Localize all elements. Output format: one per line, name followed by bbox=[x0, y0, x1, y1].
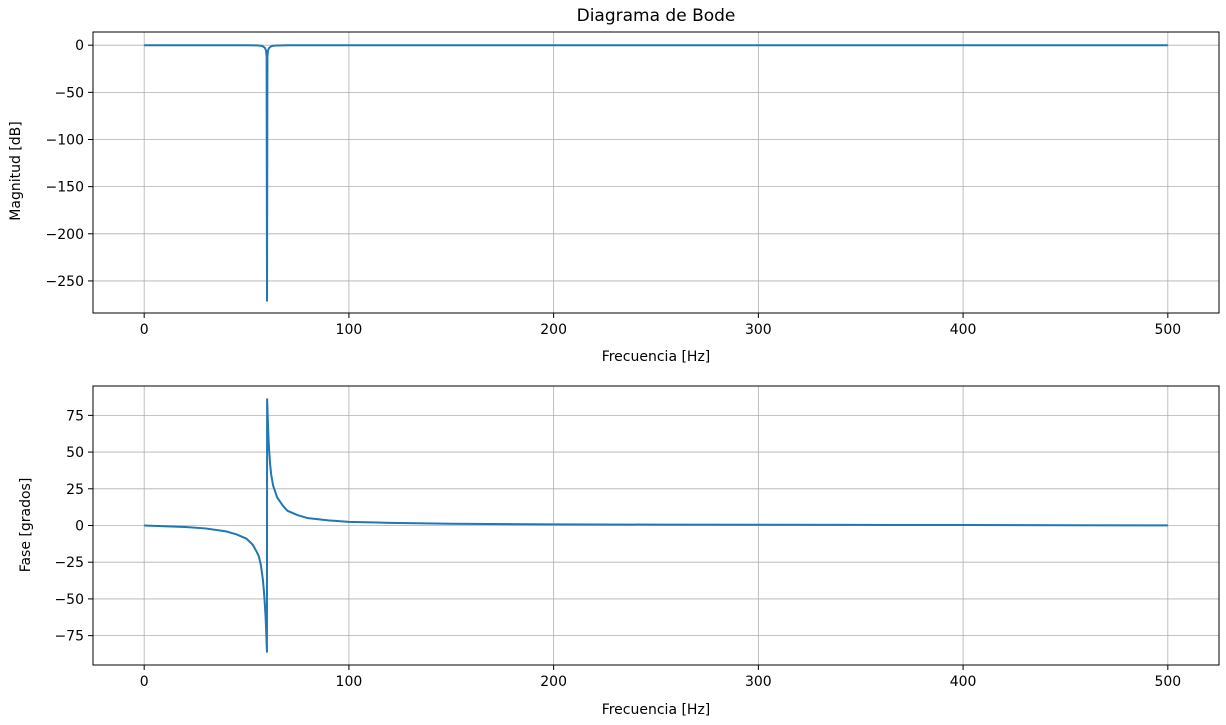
phase-x-tick-label: 500 bbox=[1154, 674, 1181, 690]
magnitude-y-tick-label: −150 bbox=[46, 180, 84, 196]
phase-x-tick-label: 400 bbox=[950, 674, 977, 690]
magnitude-x-tick-label: 400 bbox=[950, 322, 977, 338]
magnitude-x-axis-label: Frecuencia [Hz] bbox=[602, 349, 711, 365]
phase-x-tick-label: 300 bbox=[745, 674, 772, 690]
magnitude-y-tick-label: −250 bbox=[46, 274, 84, 290]
phase-plot: Frecuencia [Hz] Fase [grados] 0 100 200 300… bbox=[18, 385, 1220, 718]
magnitude-x-tick-label: 200 bbox=[540, 322, 567, 338]
magnitude-series-line bbox=[144, 44, 1168, 302]
magnitude-x-tick-label: 0 bbox=[140, 322, 149, 338]
phase-y-axis-label: Fase [grados] bbox=[18, 478, 34, 573]
magnitude-y-tick-label: 0 bbox=[75, 38, 84, 54]
magnitude-x-tick-label: 300 bbox=[745, 322, 772, 338]
phase-y-tick-label: −50 bbox=[54, 592, 84, 608]
magnitude-axes-frame bbox=[92, 31, 1220, 314]
phase-y-tick-label: 0 bbox=[75, 519, 84, 535]
chart-title: Diagrama de Bode bbox=[577, 6, 736, 26]
phase-y-tick-label: 75 bbox=[66, 408, 84, 424]
phase-y-tick-label: −75 bbox=[54, 629, 84, 645]
magnitude-y-axis-label: Magnitud [dB] bbox=[8, 121, 24, 220]
magnitude-y-tick-label: −100 bbox=[46, 132, 84, 148]
phase-series-line bbox=[144, 398, 1168, 653]
phase-x-tick-label: 200 bbox=[540, 674, 567, 690]
magnitude-y-tick-label: −50 bbox=[54, 85, 84, 101]
magnitude-y-tick-label: −200 bbox=[46, 227, 84, 243]
phase-y-tick-label: −25 bbox=[54, 555, 84, 571]
magnitude-x-tick-label: 500 bbox=[1154, 322, 1181, 338]
phase-x-tick-label: 0 bbox=[140, 674, 149, 690]
phase-x-axis-label: Frecuencia [Hz] bbox=[602, 702, 711, 718]
magnitude-x-tick-label: 100 bbox=[336, 322, 363, 338]
magnitude-plot: Diagrama de Bode Frecuencia [Hz] Magnitu… bbox=[8, 6, 1220, 365]
phase-x-tick-label: 100 bbox=[336, 674, 363, 690]
phase-y-tick-label: 25 bbox=[66, 482, 84, 498]
phase-y-tick-label: 50 bbox=[66, 445, 84, 461]
